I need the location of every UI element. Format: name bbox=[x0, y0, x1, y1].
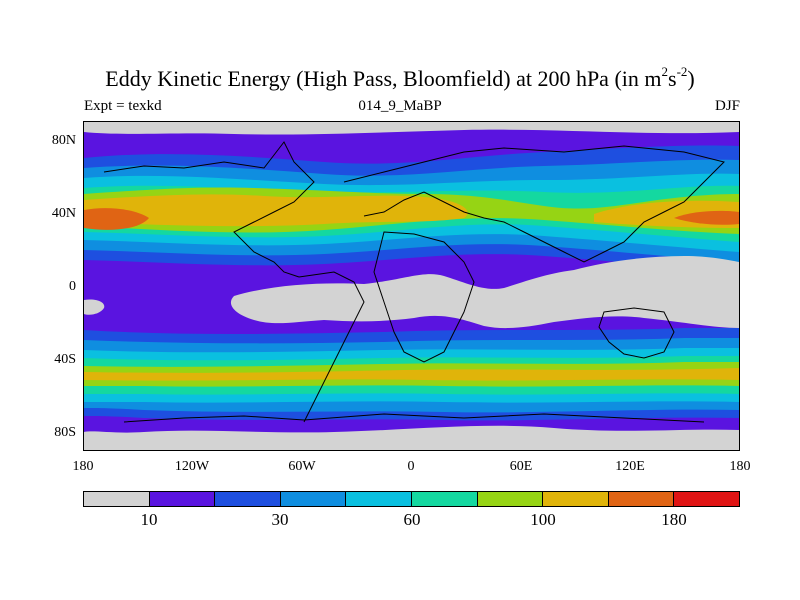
coastline-antarctica bbox=[123, 413, 705, 423]
colorbar-label-10: 10 bbox=[140, 510, 158, 529]
colorbar-box-6 bbox=[411, 492, 478, 506]
coastline-africa bbox=[373, 231, 475, 363]
x-tick-60w: 60W bbox=[288, 459, 316, 474]
contour-map bbox=[83, 121, 740, 451]
colorbar bbox=[83, 491, 740, 507]
y-tick-40s: 40S bbox=[54, 352, 76, 367]
x-tick-0: 0 bbox=[407, 459, 415, 474]
colorbar-label-180: 180 bbox=[661, 510, 687, 529]
tropical-low-region bbox=[230, 256, 739, 329]
colorbar-box-5 bbox=[346, 492, 412, 506]
coastline-eurasia bbox=[343, 145, 725, 263]
colorbar-label-30: 30 bbox=[271, 510, 289, 529]
coastline-south-america bbox=[298, 271, 365, 423]
colorbar-box-8 bbox=[543, 492, 609, 506]
x-tick-180e: 180 bbox=[729, 459, 751, 474]
plot-title: Eddy Kinetic Energy (High Pass, Bloomfie… bbox=[105, 63, 695, 91]
colorbar-box-1 bbox=[84, 492, 150, 506]
colorbar-box-7 bbox=[477, 492, 544, 506]
north-jet-max-west bbox=[84, 208, 149, 230]
arctic-low-region bbox=[84, 122, 739, 135]
colorbar-box-9 bbox=[608, 492, 675, 506]
colorbar-box-3 bbox=[215, 492, 281, 506]
colorbar-box-2 bbox=[149, 492, 216, 506]
experiment-name: 014_9_MaBP bbox=[358, 98, 442, 114]
coastline-north-america bbox=[103, 141, 315, 278]
y-tick-80n: 80N bbox=[51, 133, 76, 148]
north-jet-max-east bbox=[674, 210, 739, 225]
colorbar-box-4 bbox=[280, 492, 347, 506]
x-tick-60e: 60E bbox=[509, 459, 533, 474]
antarctic-low-region bbox=[84, 425, 739, 450]
x-tick-120e: 120E bbox=[615, 459, 645, 474]
x-tick-180w: 180 bbox=[72, 459, 94, 474]
x-tick-120w: 120W bbox=[174, 459, 210, 474]
y-tick-80s: 80S bbox=[54, 425, 76, 440]
coastline-australia bbox=[598, 307, 675, 359]
experiment-label: Expt = texkd bbox=[84, 98, 162, 114]
map-svg bbox=[84, 122, 739, 450]
colorbar-box-10 bbox=[674, 492, 739, 506]
coastlines bbox=[103, 141, 725, 423]
south-jet-band7 bbox=[84, 368, 739, 381]
y-tick-equator: 0 bbox=[69, 279, 76, 294]
north-jet-band7 bbox=[84, 194, 468, 227]
colorbar-label-60: 60 bbox=[403, 510, 421, 529]
y-tick-40n: 40N bbox=[51, 206, 76, 221]
tropical-low-region-west bbox=[84, 299, 105, 315]
colorbar-label-100: 100 bbox=[530, 510, 556, 529]
season-label: DJF bbox=[714, 98, 740, 114]
